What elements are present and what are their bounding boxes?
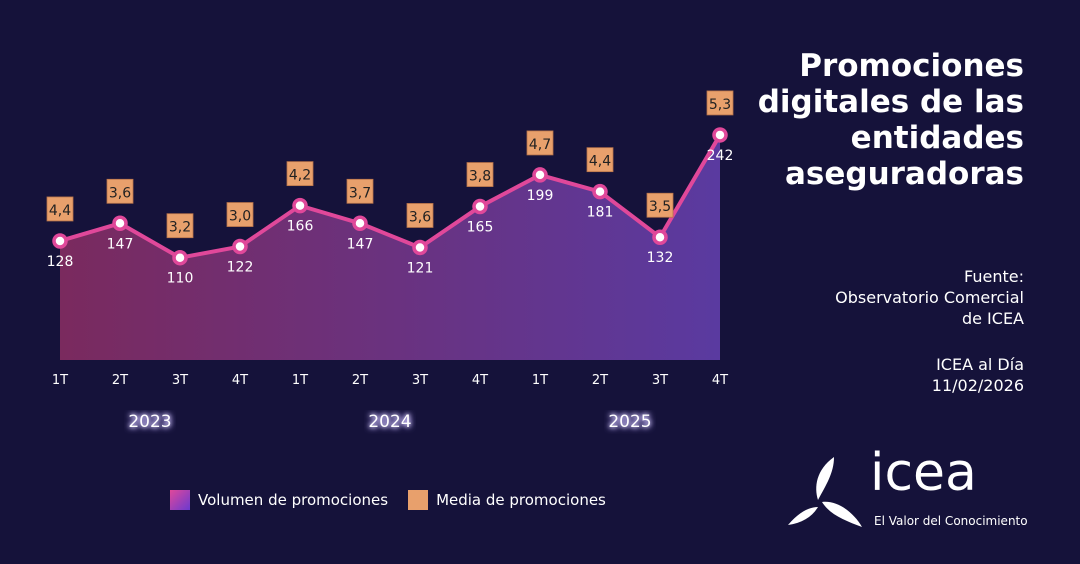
value-label: 122 (227, 260, 254, 276)
year-label: 2025 (608, 412, 651, 432)
publication-date: 11/02/2026 (931, 376, 1024, 395)
media-box (286, 161, 314, 187)
publication-name: ICEA al Día (936, 355, 1024, 374)
media-label: 4,4 (589, 154, 611, 170)
value-label: 242 (707, 148, 734, 164)
year-label: 2024 (368, 412, 411, 432)
data-point (652, 229, 668, 245)
x-tick-label: 4T (232, 373, 248, 388)
value-label: 128 (47, 254, 74, 270)
legend-label-volumen: Volumen de promociones (198, 491, 389, 509)
media-box (406, 203, 434, 228)
x-tick-label: 1T (292, 373, 308, 388)
legend: Volumen de promociones Media de promocio… (170, 490, 606, 510)
legend-label-media: Media de promociones (436, 491, 606, 509)
data-point (352, 215, 368, 232)
media-box (346, 178, 374, 204)
media-label: 3,6 (109, 185, 131, 201)
x-tick-label: 2T (112, 373, 128, 388)
media-label: 3,0 (229, 209, 251, 225)
legend-swatch-volumen (170, 490, 190, 510)
chart: 128 4,4 1T 147 3,6 2T 110 3,2 3T 122 3,0 4T 166 4,2 1T… (46, 90, 734, 432)
logo-tagline: El Valor del Conocimiento (874, 514, 1028, 528)
x-tick-label: 1T (532, 373, 548, 388)
x-tick-label: 4T (712, 373, 728, 388)
data-point (532, 167, 548, 183)
page-title: Promociones digitales de las entidades a… (757, 48, 1024, 192)
value-label: 147 (347, 236, 374, 252)
value-label: 166 (287, 219, 314, 235)
media-label: 3,5 (649, 199, 671, 215)
media-box (106, 178, 134, 204)
value-label: 110 (167, 271, 194, 287)
x-tick-label: 3T (412, 373, 428, 388)
value-label: 199 (527, 188, 554, 204)
media-box (706, 90, 734, 116)
x-tick-label: 2T (352, 373, 368, 388)
source-line1: Observatorio Comercial (835, 288, 1024, 307)
logo-word: icea (870, 443, 977, 503)
media-label: 3,7 (349, 185, 371, 201)
data-point (172, 249, 188, 266)
source: Fuente: Observatorio Comercial de ICEA (835, 266, 1024, 329)
x-tick-label: 4T (472, 373, 488, 388)
media-label: 5,3 (709, 97, 731, 113)
x-tick-label: 2T (592, 373, 608, 388)
media-box (226, 202, 254, 227)
data-point (52, 233, 68, 249)
data-point (592, 183, 608, 200)
media-label: 3,8 (469, 169, 491, 185)
value-label: 147 (107, 236, 134, 252)
media-label: 3,2 (169, 220, 191, 236)
series-line (59, 133, 722, 260)
media-box (526, 130, 554, 156)
media-box (46, 196, 74, 222)
value-label: 165 (467, 220, 494, 236)
value-label: 181 (587, 205, 614, 221)
data-point (412, 239, 428, 256)
x-tick-label: 1T (52, 373, 68, 388)
x-tick-label: 3T (172, 373, 188, 388)
data-point (292, 197, 308, 214)
legend-swatch-media (408, 490, 429, 510)
media-box (166, 213, 194, 239)
data-point (112, 215, 128, 232)
icea-logo-mark-icon (788, 457, 862, 527)
year-label: 2023 (128, 412, 171, 432)
value-label: 121 (407, 260, 434, 276)
media-label: 3,6 (409, 209, 431, 225)
media-label: 4,2 (289, 168, 311, 184)
area (60, 134, 720, 360)
media-label: 4,4 (49, 203, 71, 219)
data-point (712, 127, 728, 143)
media-box (466, 162, 494, 187)
publication: ICEA al Día 11/02/2026 (932, 354, 1024, 396)
value-label: 132 (647, 250, 674, 266)
media-label: 4,7 (529, 137, 551, 153)
media-box (586, 147, 614, 173)
icea-logo: icea El Valor del Conocimiento (786, 443, 1046, 535)
source-label: Fuente: (964, 267, 1024, 286)
media-box (646, 192, 674, 218)
source-line2: de ICEA (961, 309, 1024, 328)
data-point (472, 198, 488, 215)
data-point (232, 238, 248, 255)
x-tick-label: 3T (652, 373, 668, 388)
